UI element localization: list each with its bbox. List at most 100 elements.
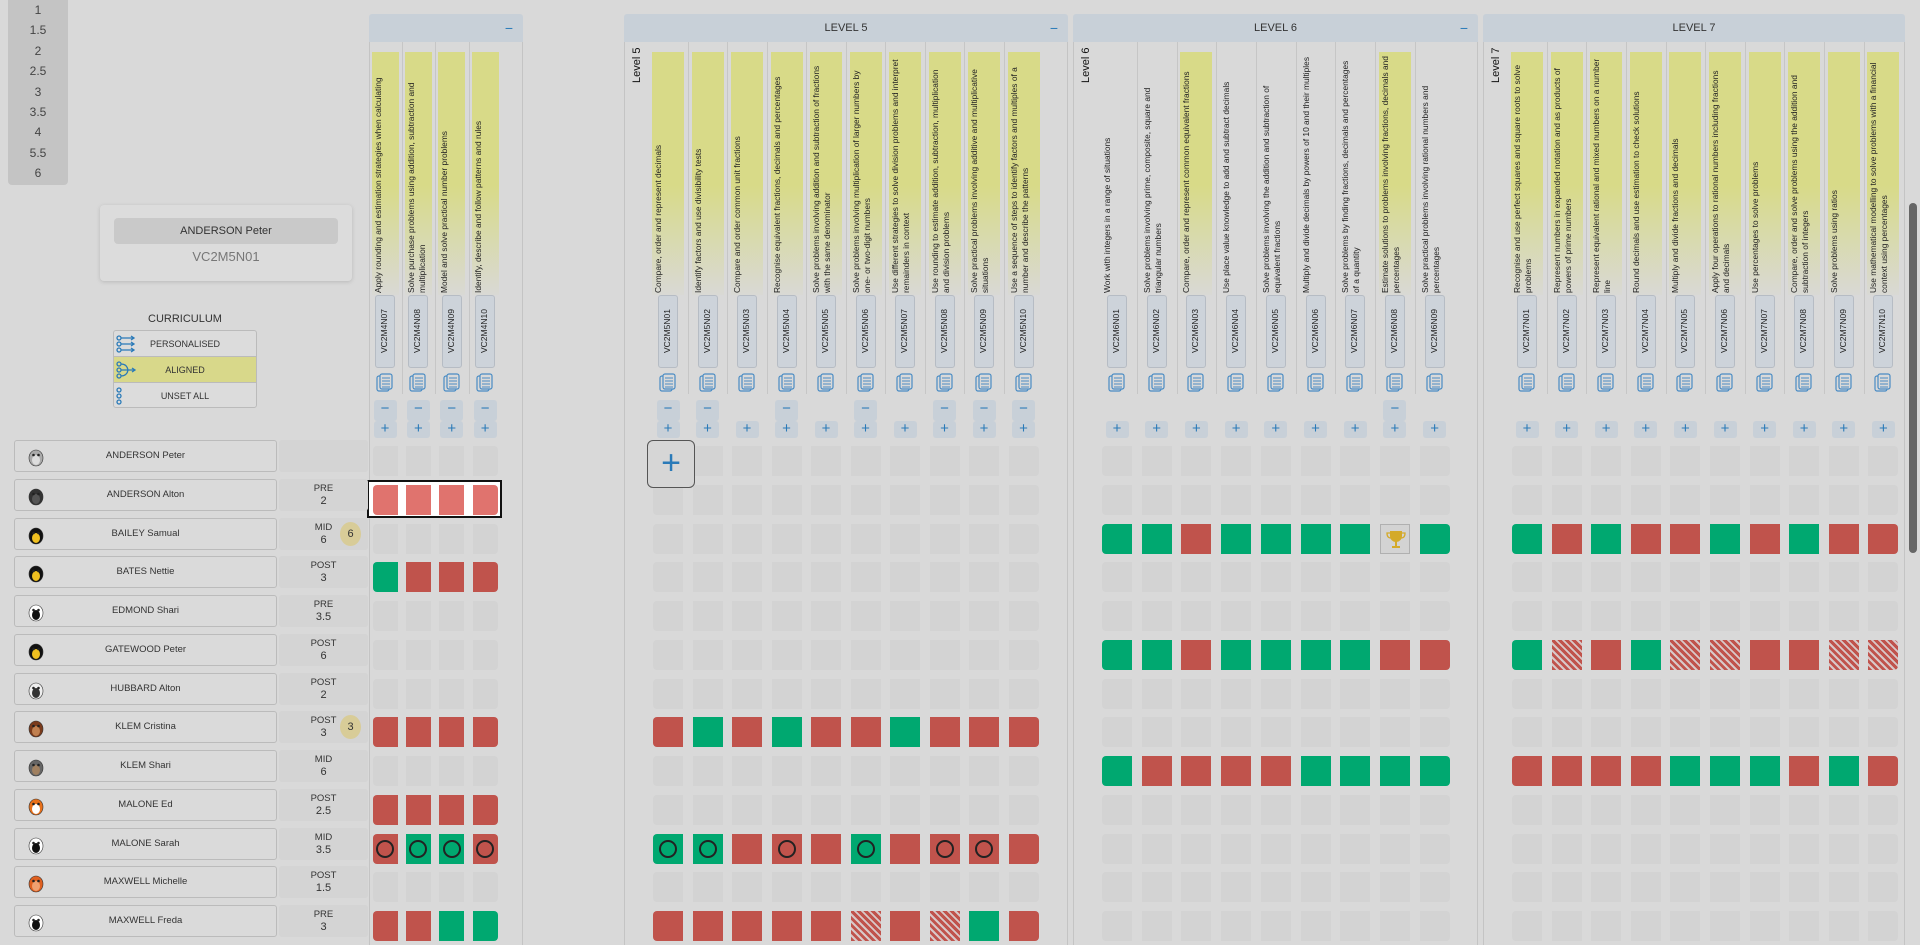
document-icon[interactable] [1346,373,1364,393]
assessment-cell-empty[interactable] [969,794,999,825]
assessment-cell-empty[interactable] [811,639,841,670]
assessment-cell-empty[interactable] [1379,446,1410,476]
assessment-cell-empty[interactable] [692,639,723,670]
assessment-cell-not-achieved[interactable] [1008,833,1039,864]
assessment-cell-empty[interactable] [439,756,465,786]
student-name-button[interactable]: MAXWELL Freda [14,905,277,937]
assessment-cell-empty[interactable] [732,562,762,593]
assessment-cell-empty[interactable] [1749,484,1780,515]
assessment-cell-empty[interactable] [1260,717,1291,748]
assessment-cell-empty[interactable] [1670,678,1701,709]
curriculum-option-unset-all[interactable]: UNSET ALL [114,383,256,407]
assessment-cell-not-achieved[interactable] [405,717,431,748]
assessment-cell-empty[interactable] [1300,717,1331,748]
add-outcome-button[interactable]: + [1555,421,1579,438]
assessment-cell-empty[interactable] [653,794,683,825]
assessment-cell-empty[interactable] [1340,717,1371,748]
level-filter-item[interactable]: 1 [34,3,42,17]
assessment-cell-empty[interactable] [1141,446,1172,476]
add-outcome-button[interactable]: + [1792,421,1816,438]
assessment-cell-empty[interactable] [1512,794,1542,825]
assessment-cell-empty[interactable] [439,523,465,554]
remove-outcome-button[interactable]: − [854,400,877,421]
assessment-cell-achieved[interactable] [1419,523,1450,554]
add-outcome-button[interactable]: + [1184,421,1208,438]
assessment-cell-not-achieved[interactable] [1749,639,1780,670]
assessment-cell-empty[interactable] [811,601,841,631]
assessment-cell-empty[interactable] [732,639,762,670]
assessment-cell-empty[interactable] [1221,717,1252,748]
level-filter-item[interactable]: 2.5 [29,64,47,79]
assessment-cell-achieved[interactable] [771,717,802,748]
assessment-cell-empty[interactable] [1868,601,1899,631]
assessment-cell-achieved[interactable] [1141,639,1172,670]
assessment-cell-empty[interactable] [1670,872,1701,903]
outcome-code-chip[interactable]: VC2M6N04 [1226,295,1247,368]
student-name-button[interactable]: ANDERSON Alton [14,478,277,511]
assessment-cell-empty[interactable] [850,562,881,593]
assessment-cell-empty[interactable] [1630,717,1661,748]
assessment-cell-not-achieved[interactable] [472,562,498,593]
assessment-cell-not-achieved[interactable] [1379,639,1410,670]
assessment-cell-empty[interactable] [1300,872,1331,903]
assessment-cell-empty[interactable] [890,446,920,476]
outcome-code-chip[interactable]: VC2M7N06 [1715,295,1735,368]
outcome-code-chip[interactable]: VC2M5N05 [816,295,836,368]
assessment-cell-empty[interactable] [850,446,881,476]
assessment-cell-empty[interactable] [850,678,881,709]
assessment-cell-empty[interactable] [771,484,802,515]
assessment-cell-empty[interactable] [1591,562,1622,593]
student-name-button[interactable]: BAILEY Samual [14,517,277,550]
assessment-cell-empty[interactable] [692,562,723,593]
assessment-cell-achieved-circled[interactable] [692,833,723,864]
assessment-cell-empty[interactable] [929,794,960,825]
assessment-cell-empty[interactable] [1749,872,1780,903]
assessment-cell-not-achieved[interactable] [1868,756,1899,786]
assessment-cell-achieved[interactable] [1221,523,1252,554]
assessment-cell-achieved[interactable] [1670,756,1701,786]
assessment-cell-achieved[interactable] [1102,756,1132,786]
outcome-code-chip[interactable]: VC2M6N02 [1146,295,1167,368]
assessment-cell-achieved[interactable] [1221,639,1252,670]
assessment-cell-empty[interactable] [1710,678,1740,709]
assessment-cell-empty[interactable] [1221,484,1252,515]
assessment-cell-partial[interactable] [929,911,960,941]
assessment-cell-empty[interactable] [890,872,920,903]
assessment-cell-achieved[interactable] [1591,523,1622,554]
assessment-cell-not-achieved[interactable] [472,794,498,825]
add-outcome-button[interactable]: + [1343,421,1367,438]
assessment-cell-achieved-circled[interactable] [653,833,683,864]
assessment-cell-empty[interactable] [969,678,999,709]
assessment-cell-not-achieved[interactable] [472,717,498,748]
assessment-cell-empty[interactable] [1789,601,1820,631]
assessment-cell-empty[interactable] [1828,562,1859,593]
assessment-cell-empty[interactable] [969,601,999,631]
assessment-cell-empty[interactable] [1789,562,1820,593]
assessment-cell-empty[interactable] [850,639,881,670]
document-icon[interactable] [738,373,756,393]
outcome-code-chip[interactable]: VC2M6N05 [1265,295,1286,368]
assessment-cell-empty[interactable] [472,446,498,476]
assessment-cell-empty[interactable] [1141,717,1172,748]
assessment-cell-not-achieved[interactable] [1868,523,1899,554]
assessment-cell-empty[interactable] [1670,484,1701,515]
assessment-cell-empty[interactable] [1340,678,1371,709]
document-icon[interactable] [409,373,427,393]
assessment-cell-empty[interactable] [1512,717,1542,748]
remove-outcome-button[interactable]: − [933,400,956,421]
assessment-cell-not-achieved[interactable] [405,562,431,593]
assessment-cell-selected[interactable] [372,484,398,515]
student-name-button[interactable]: KLEM Cristina [14,711,277,744]
outcome-code-chip[interactable]: VC2M4N08 [408,295,429,368]
assessment-cell-empty[interactable] [1340,872,1371,903]
assessment-cell-empty[interactable] [1221,678,1252,709]
assessment-cell-not-achieved[interactable] [1008,717,1039,748]
assessment-cell-empty[interactable] [732,872,762,903]
add-outcome-button[interactable]: + [440,421,464,438]
student-name-button[interactable]: KLEM Shari [14,750,277,782]
assessment-cell-empty[interactable] [1630,678,1661,709]
assessment-cell-empty[interactable] [472,756,498,786]
assessment-cell-empty[interactable] [405,872,431,903]
assessment-cell-not-achieved[interactable] [1551,523,1582,554]
assessment-cell-empty[interactable] [929,523,960,554]
